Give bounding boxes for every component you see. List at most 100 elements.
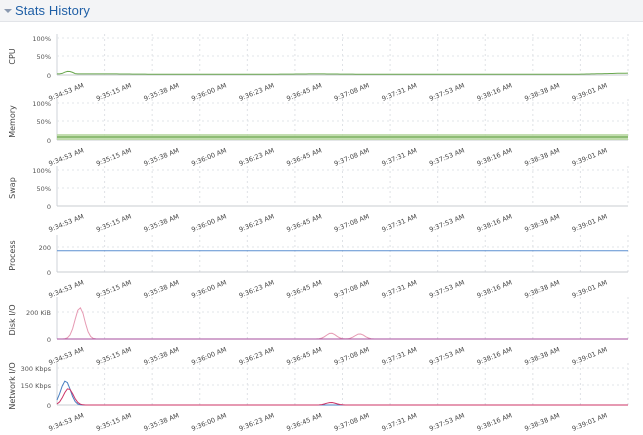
process-xtick-label: 9:37:53 AM — [428, 278, 465, 299]
cpu-xtick-label: 9:36:00 AM — [190, 81, 227, 102]
cpu-xtick-label: 9:37:08 AM — [333, 81, 370, 102]
disk-i-o-xtick-label: 9:35:15 AM — [95, 345, 132, 366]
disk-i-o-ytick-label: 0 — [47, 336, 51, 344]
swap-xtick-label: 9:37:08 AM — [333, 212, 370, 233]
disk-i-o-xtick-label: 9:37:53 AM — [428, 345, 465, 366]
process-xtick-label: 9:35:15 AM — [95, 278, 132, 299]
cpu-axis-title: CPU — [8, 48, 17, 64]
process-xtick-label: 9:37:08 AM — [333, 278, 370, 299]
network-i-o-xtick-label: 9:35:15 AM — [95, 411, 132, 432]
network-i-o-series-line-2 — [56, 388, 628, 406]
memory-xtick-label: 9:37:53 AM — [428, 146, 465, 167]
disk-i-o-axis-title: Disk I/O — [8, 304, 17, 335]
cpu-ytick-label: 50% — [37, 53, 51, 61]
swap-xtick-label: 9:35:15 AM — [95, 212, 132, 233]
network-i-o-xtick-label: 9:37:08 AM — [333, 411, 370, 432]
process-xtick-label: 9:36:23 AM — [238, 278, 275, 299]
swap-xtick-label: 9:38:16 AM — [476, 212, 513, 233]
network-i-o-xtick-label: 9:36:23 AM — [238, 411, 275, 432]
process-xtick-label: 9:35:38 AM — [143, 278, 180, 299]
network-i-o-xtick-label: 9:37:31 AM — [381, 411, 418, 432]
network-i-o-ytick-label: 0 — [47, 402, 51, 410]
swap-xtick-label: 9:34:53 AM — [48, 212, 85, 233]
cpu-series-line-1 — [57, 70, 629, 75]
memory-xtick-label: 9:36:00 AM — [190, 146, 227, 167]
disk-i-o-xtick-label: 9:39:01 AM — [571, 345, 608, 366]
network-i-o-axis-title: Network I/O — [8, 362, 17, 409]
swap-xtick-label: 9:37:31 AM — [381, 212, 418, 233]
network-i-o-xtick-label: 9:36:45 AM — [285, 411, 322, 432]
memory-ytick-label: 0 — [47, 137, 51, 145]
disk-i-o-xtick-label: 9:37:31 AM — [381, 345, 418, 366]
process-axis-title: Process — [8, 240, 17, 270]
swap-xtick-label: 9:36:45 AM — [285, 212, 322, 233]
process-xtick-label: 9:36:45 AM — [285, 278, 322, 299]
memory-xtick-label: 9:37:08 AM — [333, 146, 370, 167]
memory-ytick-label: 100% — [32, 100, 51, 108]
memory-ytick-label: 50% — [37, 118, 51, 126]
memory-xtick-label: 9:34:53 AM — [48, 146, 85, 167]
network-i-o-ytick-label: 150 Kbps — [21, 382, 52, 390]
process-ytick-label: 200 — [39, 244, 51, 252]
process-ytick-label: 0 — [47, 269, 51, 277]
swap-xtick-label: 9:38:38 AM — [523, 212, 560, 233]
process-xtick-label: 9:34:53 AM — [48, 278, 85, 299]
process-xtick-label: 9:36:00 AM — [190, 278, 227, 299]
swap-xtick-label: 9:36:23 AM — [238, 212, 275, 233]
network-i-o-xtick-label: 9:38:16 AM — [476, 411, 513, 432]
cpu-xtick-label: 9:36:23 AM — [238, 81, 275, 102]
panel-title: Stats History — [15, 3, 90, 18]
cpu-xtick-label: 9:35:38 AM — [143, 81, 180, 102]
stats-history-header[interactable]: Stats History — [0, 0, 643, 22]
swap-ytick-label: 50% — [37, 185, 51, 193]
swap-ytick-label: 0 — [47, 203, 51, 211]
disk-i-o-xtick-label: 9:36:45 AM — [285, 345, 322, 366]
process-xtick-label: 9:39:01 AM — [571, 278, 608, 299]
memory-xtick-label: 9:39:01 AM — [571, 146, 608, 167]
cpu-xtick-label: 9:37:31 AM — [381, 81, 418, 102]
swap-xtick-label: 9:35:38 AM — [143, 212, 180, 233]
network-i-o-ytick-label: 300 Kbps — [21, 365, 52, 373]
cpu-xtick-label: 9:35:15 AM — [95, 81, 132, 102]
process-xtick-label: 9:38:16 AM — [476, 278, 513, 299]
cpu-xtick-label: 9:37:53 AM — [428, 81, 465, 102]
cpu-ytick-label: 0 — [47, 72, 51, 80]
process-xtick-label: 9:38:38 AM — [523, 278, 560, 299]
cpu-ytick-label: 100% — [32, 35, 51, 43]
disk-i-o-xtick-label: 9:36:00 AM — [190, 345, 227, 366]
swap-axis-title: Swap — [8, 177, 17, 199]
network-i-o-xtick-label: 9:36:00 AM — [190, 411, 227, 432]
disk-i-o-ytick-label: 200 KiB — [26, 309, 51, 317]
memory-xtick-label: 9:37:31 AM — [381, 146, 418, 167]
network-i-o-xtick-label: 9:38:38 AM — [523, 411, 560, 432]
network-i-o-xtick-label: 9:37:53 AM — [428, 411, 465, 432]
memory-axis-title: Memory — [8, 105, 17, 138]
memory-xtick-label: 9:35:15 AM — [95, 146, 132, 167]
memory-xtick-label: 9:38:16 AM — [476, 146, 513, 167]
swap-xtick-label: 9:37:53 AM — [428, 212, 465, 233]
cpu-xtick-label: 9:38:16 AM — [476, 81, 513, 102]
cpu-xtick-label: 9:39:01 AM — [571, 81, 608, 102]
cpu-xtick-label: 9:34:53 AM — [48, 81, 85, 102]
swap-xtick-label: 9:36:00 AM — [190, 212, 227, 233]
network-i-o-xtick-label: 9:35:38 AM — [143, 411, 180, 432]
swap-ytick-label: 100% — [32, 167, 51, 175]
process-xtick-label: 9:37:31 AM — [381, 278, 418, 299]
cpu-xtick-label: 9:36:45 AM — [285, 81, 322, 102]
memory-xtick-label: 9:35:38 AM — [143, 146, 180, 167]
network-i-o-xtick-label: 9:34:53 AM — [48, 411, 85, 432]
memory-xtick-label: 9:36:23 AM — [238, 146, 275, 167]
disk-i-o-xtick-label: 9:38:16 AM — [476, 345, 513, 366]
disk-i-o-xtick-label: 9:35:38 AM — [143, 345, 180, 366]
chevron-down-icon[interactable] — [3, 6, 13, 16]
network-i-o-xtick-label: 9:39:01 AM — [571, 411, 608, 432]
stats-charts: 100% 50% 0 CPU 9:34:53 AM 9:35:15 AM 9:35:38 A… — [8, 34, 629, 433]
memory-xtick-label: 9:36:45 AM — [285, 146, 322, 167]
disk-i-o-xtick-label: 9:37:08 AM — [333, 345, 370, 366]
disk-i-o-xtick-label: 9:38:38 AM — [523, 345, 560, 366]
disk-i-o-xtick-label: 9:36:23 AM — [238, 345, 275, 366]
cpu-xtick-label: 9:38:38 AM — [523, 81, 560, 102]
disk-i-o-xtick-label: 9:34:53 AM — [48, 345, 85, 366]
swap-xtick-label: 9:39:01 AM — [571, 212, 608, 233]
memory-xtick-label: 9:38:38 AM — [523, 146, 560, 167]
